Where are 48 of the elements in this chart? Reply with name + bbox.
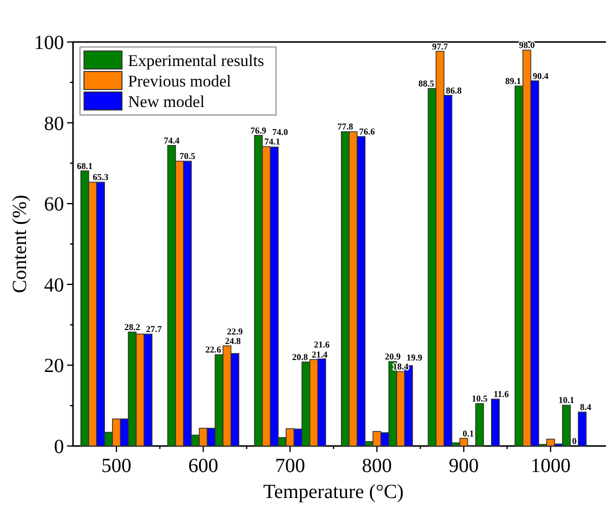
y-tick-label: 80 <box>44 112 64 135</box>
data-label: 77.8 <box>337 122 354 132</box>
x-axis-title: Temperature (°C) <box>263 481 404 503</box>
data-label: 24.8 <box>224 336 242 346</box>
data-label: 20.9 <box>384 352 402 362</box>
data-label: 74.0 <box>272 127 288 138</box>
y-tick-label: 0 <box>54 436 64 458</box>
data-label: 76.9 <box>250 125 267 136</box>
x-tick-label: 500 <box>101 455 132 477</box>
data-label: 10.1 <box>558 395 575 406</box>
x-tick-label: 1000 <box>530 455 571 477</box>
data-label: 27.7 <box>146 324 162 334</box>
legend-label: New model <box>128 92 205 111</box>
data-label: 74.4 <box>164 135 180 146</box>
y-tick-label: 40 <box>44 274 64 296</box>
data-label: 10.5 <box>472 394 488 404</box>
data-label: 89.1 <box>505 76 522 86</box>
y-tick-label: 20 <box>44 355 64 378</box>
x-tick-label: 700 <box>275 455 306 477</box>
data-label: 0 <box>572 436 578 446</box>
data-label: 8.4 <box>580 402 592 412</box>
data-label: 88.5 <box>418 78 435 88</box>
data-label: 76.6 <box>359 126 376 137</box>
data-label: 21.6 <box>314 340 330 350</box>
data-label: 22.6 <box>205 344 222 355</box>
x-tick-label: 900 <box>448 455 479 477</box>
y-tick-label: 100 <box>34 32 64 54</box>
y-axis-title: Content (%) <box>9 194 31 294</box>
data-label: 11.6 <box>494 389 510 400</box>
data-label: 70.5 <box>180 151 196 162</box>
data-label: 20.8 <box>292 352 308 362</box>
legend-label: Experimental results <box>128 50 264 70</box>
x-tick-label: 800 <box>362 455 392 477</box>
data-label: 98.0 <box>518 40 536 50</box>
x-tick-label: 600 <box>188 455 218 477</box>
data-label: 86.8 <box>446 85 462 96</box>
data-label: 0.1 <box>462 428 474 439</box>
data-label: 28.2 <box>124 322 141 332</box>
data-label: 90.4 <box>532 70 549 81</box>
data-label: 21.4 <box>312 350 328 360</box>
data-label: 74.1 <box>264 136 281 147</box>
legend-label: Previous model <box>128 71 232 90</box>
data-label: 68.1 <box>76 160 94 171</box>
data-label: 65.3 <box>92 172 109 182</box>
data-label: 19.9 <box>406 352 423 363</box>
data-label: 97.7 <box>432 41 448 52</box>
y-tick-label: 60 <box>44 194 64 216</box>
data-label: 22.9 <box>227 326 244 336</box>
